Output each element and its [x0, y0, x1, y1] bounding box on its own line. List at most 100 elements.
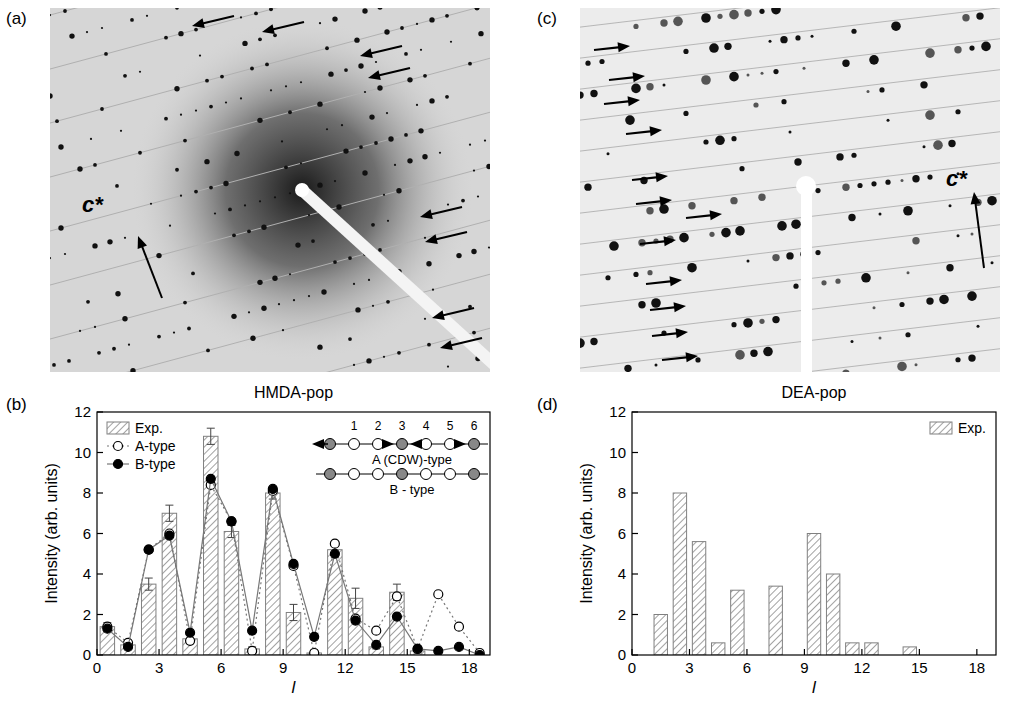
streak: [580, 349, 1000, 372]
y-tick-label: 12: [609, 403, 626, 420]
spot: [743, 318, 753, 328]
spot: [584, 183, 591, 190]
spot: [308, 295, 310, 297]
spot: [469, 144, 471, 146]
spot: [90, 138, 92, 140]
x-tick: [919, 649, 920, 655]
arrow-head: [618, 42, 630, 52]
spot: [987, 196, 997, 206]
spot: [647, 270, 652, 275]
spot: [272, 276, 277, 281]
spot: [214, 212, 216, 214]
spot: [851, 153, 856, 158]
spot: [967, 291, 977, 301]
spot: [580, 91, 584, 98]
spot: [701, 75, 711, 85]
spot: [404, 133, 408, 137]
spot: [386, 112, 388, 114]
marker: [413, 644, 422, 653]
arrow-head: [650, 126, 662, 136]
spot: [191, 272, 195, 276]
spot: [317, 344, 322, 349]
arrow-shaft: [626, 131, 652, 134]
spot: [94, 326, 96, 328]
spot: [400, 26, 404, 30]
spot: [789, 130, 792, 133]
spot: [384, 29, 389, 34]
spot: [655, 364, 658, 367]
arrow-head: [138, 236, 147, 249]
spot: [128, 344, 130, 346]
spot: [879, 337, 882, 340]
bar: [266, 493, 280, 655]
streak: [580, 39, 1000, 89]
spot: [424, 237, 426, 239]
spot: [86, 31, 88, 33]
spot: [955, 357, 960, 362]
spot: [468, 62, 472, 66]
legend-item: A-type: [107, 438, 176, 454]
spot: [920, 81, 927, 88]
y-tick: [632, 452, 638, 453]
spot: [100, 107, 104, 111]
streak: [580, 225, 1000, 275]
spot: [269, 8, 273, 11]
arrow-shaft: [975, 202, 984, 268]
spot: [194, 28, 198, 32]
spot: [77, 166, 82, 171]
y-tick-label: 0: [618, 646, 626, 663]
spot: [353, 283, 355, 285]
spot: [991, 261, 994, 264]
spot: [334, 180, 336, 182]
arrow-head: [432, 310, 445, 320]
spot: [325, 46, 329, 50]
spot: [815, 188, 820, 193]
spot: [673, 17, 683, 27]
spot: [372, 305, 374, 307]
spot: [157, 335, 161, 339]
axis-label: c*: [82, 192, 104, 217]
spot: [461, 199, 465, 203]
arrow-head: [420, 209, 433, 219]
error-bar: [290, 604, 298, 620]
error-cap: [290, 620, 298, 621]
spot: [793, 284, 798, 289]
spot: [429, 17, 434, 22]
spot: [240, 97, 242, 99]
arrow-head: [660, 196, 672, 206]
bar: [141, 584, 155, 655]
spot: [112, 347, 116, 351]
streak: [50, 220, 490, 339]
marker: [475, 651, 484, 656]
spot: [473, 169, 475, 171]
spot: [815, 250, 820, 255]
error-stem: [210, 428, 211, 444]
spot: [130, 18, 134, 22]
spot: [925, 48, 935, 58]
spot: [590, 338, 597, 345]
spot: [274, 196, 276, 198]
y-tick-label: 10: [609, 444, 626, 461]
marker: [310, 632, 319, 641]
site-number: 6: [471, 419, 478, 433]
spot: [63, 9, 67, 13]
error-cap: [393, 584, 401, 585]
spot: [744, 9, 751, 16]
atom: [325, 469, 336, 480]
spot: [474, 8, 479, 10]
spot: [739, 166, 744, 171]
site-number: 4: [423, 419, 430, 433]
spot: [93, 163, 97, 167]
spot: [107, 239, 112, 244]
spot: [903, 206, 913, 216]
spot: [209, 186, 213, 190]
arrow-shaft: [632, 177, 658, 180]
spot: [724, 43, 731, 50]
site-number: 3: [399, 419, 406, 433]
bar: [712, 643, 725, 655]
spot: [418, 128, 423, 133]
legend: Exp.A-typeB-type: [107, 420, 176, 472]
spot: [183, 301, 187, 305]
spot: [282, 329, 284, 331]
spot: [404, 52, 408, 56]
